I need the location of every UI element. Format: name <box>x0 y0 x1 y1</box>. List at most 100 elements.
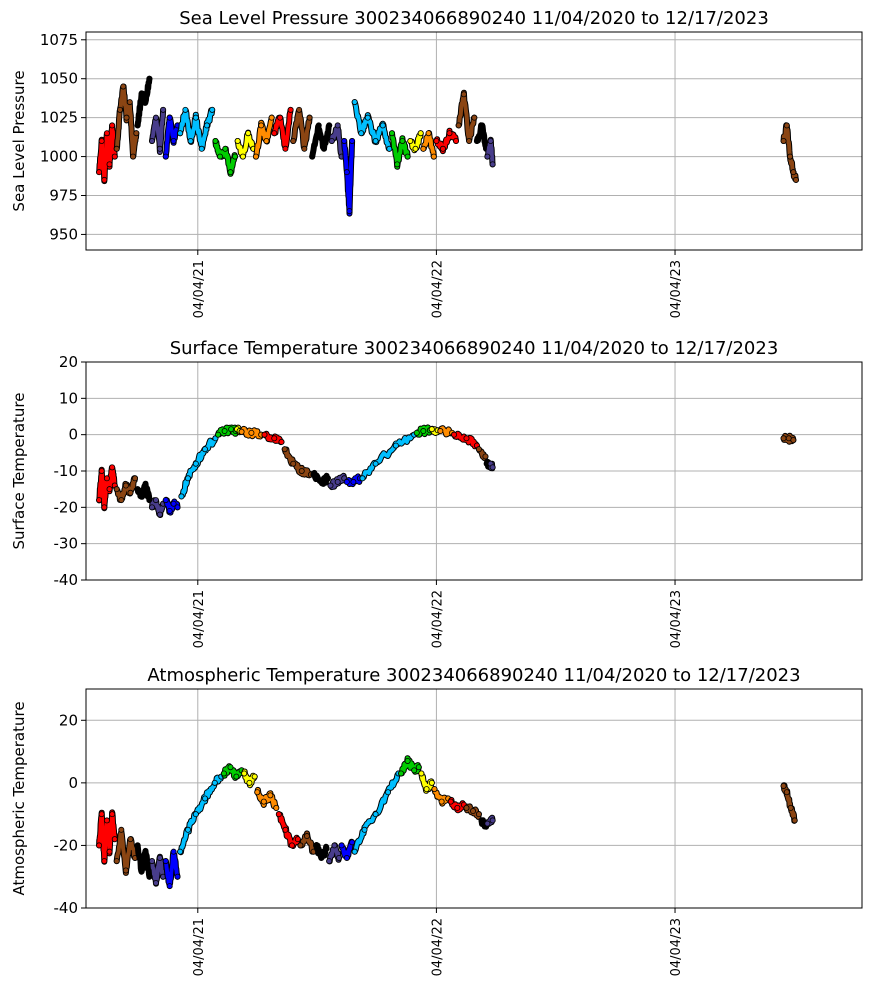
atmospheric-temperature-data-point <box>118 826 125 833</box>
sea-level-pressure-data-point <box>296 106 303 113</box>
atmospheric-temperature-ytick-label: 20 <box>59 711 78 729</box>
surface-temperature-data-point <box>271 435 278 442</box>
atmospheric-temperature-data-point <box>220 770 227 777</box>
atmospheric-temperature-data-point <box>156 854 163 861</box>
sea-level-pressure-series-segment <box>291 108 312 150</box>
sea-level-pressure-data-point <box>326 122 333 129</box>
atmospheric-temperature-data-point <box>184 826 191 833</box>
sea-level-pressure-data-point <box>346 208 353 215</box>
sea-level-pressure-data-point <box>177 130 184 137</box>
surface-temperature-data-point <box>138 493 145 500</box>
sea-level-pressure-data-point <box>162 153 169 160</box>
atmospheric-temperature-series-segment <box>276 812 300 848</box>
atmospheric-temperature-data-point <box>343 854 350 861</box>
atmospheric-temperature-data-point <box>260 798 267 805</box>
surface-temperature-chart: -40 -30 -20 -10 0 10 20 04/04/21 04/04/22 04/04/2… <box>10 338 863 648</box>
atmospheric-temperature-data-point <box>166 883 173 890</box>
atmospheric-temperature-ytick-label: -40 <box>54 899 79 917</box>
sea-level-pressure-data-point <box>96 169 103 176</box>
atmospheric-temperature-data-point <box>398 770 405 777</box>
sea-level-pressure-data-point <box>399 137 406 144</box>
sea-level-pressure-data-point <box>446 130 453 137</box>
surface-temperature-data-point <box>392 442 399 449</box>
atmospheric-temperature-data-point <box>336 854 343 861</box>
surface-temperature-data-point <box>134 486 141 493</box>
surface-temperature-data-point <box>192 460 199 467</box>
sea-level-pressure-data-point <box>425 130 432 137</box>
surface-temperature-data-point <box>109 464 116 471</box>
atmospheric-temperature-data-point <box>109 811 116 818</box>
sea-level-pressure-data-point <box>388 130 395 137</box>
atmospheric-temperature-data-point <box>192 811 199 818</box>
atmospheric-temperature-data-point <box>122 867 129 874</box>
sea-level-pressure-data-point <box>455 122 462 129</box>
surface-temperature-data-point <box>290 460 297 467</box>
surface-temperature-series-segment <box>150 498 166 517</box>
sea-level-pressure-data-point <box>217 153 224 160</box>
sea-level-pressure-series-segment <box>310 123 332 159</box>
sea-level-pressure-series-segment <box>352 100 392 151</box>
surface-temperature-data-point <box>96 497 103 504</box>
surface-temperature-data-point <box>343 478 350 485</box>
sea-level-pressure-series-segment <box>235 130 256 159</box>
atmospheric-temperature-plot-area <box>96 755 798 890</box>
sea-level-pressure-data-point <box>306 114 313 121</box>
atmospheric-temperature-data-point <box>251 773 258 780</box>
sea-level-pressure-data-point <box>134 122 141 129</box>
atmospheric-temperature-data-point <box>338 842 345 849</box>
atmospheric-temperature-data-point <box>423 786 430 793</box>
surface-temperature-data-point <box>238 428 245 435</box>
sea-level-pressure-ytick-label: 1050 <box>40 70 78 88</box>
sea-level-pressure-data-point <box>252 153 259 160</box>
atmospheric-temperature-series-segment <box>135 843 152 879</box>
sea-level-pressure-data-point <box>98 137 105 144</box>
atmospheric-temperature-data-point <box>475 811 482 818</box>
atmospheric-temperature-series-segment <box>163 850 180 887</box>
sea-level-pressure-data-point <box>780 137 787 144</box>
atmospheric-temperature-series-segment <box>150 854 166 886</box>
sea-level-pressure-data-point <box>473 137 480 144</box>
sea-level-pressure-data-point <box>203 122 210 129</box>
surface-temperature-data-point <box>413 429 420 436</box>
atmospheric-temperature-data-point <box>318 854 325 861</box>
atmospheric-temperature-data-point <box>418 770 425 777</box>
atmospheric-temperature-data-point <box>241 770 248 777</box>
sea-level-pressure-data-point <box>113 145 120 152</box>
surface-temperature-data-point <box>327 482 334 489</box>
surface-temperature-series-segment <box>282 447 313 478</box>
atmospheric-temperature-data-point <box>177 848 184 855</box>
atmospheric-temperature-data-point <box>351 848 358 855</box>
surface-temperature-xtick-label: 04/04/22 <box>430 590 445 648</box>
sea-level-pressure-ytick-label: 1000 <box>40 148 78 166</box>
atmospheric-temperature-data-point <box>246 779 253 786</box>
surface-temperature-data-point <box>98 467 105 474</box>
surface-temperature-series-segment <box>135 481 152 503</box>
atmospheric-temperature-ylabel: Atmospheric Temperature <box>10 701 28 895</box>
atmospheric-temperature-data-point <box>111 836 118 843</box>
sea-level-pressure-data-point <box>130 153 137 160</box>
sea-level-pressure-series-segment <box>135 76 152 128</box>
sea-level-pressure-data-point <box>453 137 460 144</box>
atmospheric-temperature-data-point <box>96 842 103 849</box>
sea-level-pressure-data-point <box>212 137 219 144</box>
sea-level-pressure-data-point <box>149 137 156 144</box>
sea-level-pressure-data-point <box>192 114 199 121</box>
surface-temperature-data-point <box>127 489 134 496</box>
sea-level-pressure-data-point <box>263 137 270 144</box>
sea-level-pressure-data-point <box>407 137 414 144</box>
surface-temperature-data-point <box>780 435 787 442</box>
atmospheric-temperature-data-point <box>385 789 392 796</box>
sea-level-pressure-data-point <box>146 75 153 82</box>
surface-temperature-data-point <box>103 475 110 482</box>
sea-level-pressure-data-point <box>351 99 358 106</box>
atmospheric-temperature-series-segment <box>178 774 224 855</box>
atmospheric-temperature-data-point <box>254 789 261 796</box>
atmospheric-temperature-series-segment <box>221 764 244 780</box>
atmospheric-temperature-data-point <box>98 811 105 818</box>
atmospheric-temperature-data-point <box>428 779 435 786</box>
sea-level-pressure-data-point <box>792 176 799 183</box>
atmospheric-temperature-data-point <box>454 804 461 811</box>
sea-level-pressure-data-point <box>156 145 163 152</box>
sea-level-pressure-data-point <box>222 145 229 152</box>
